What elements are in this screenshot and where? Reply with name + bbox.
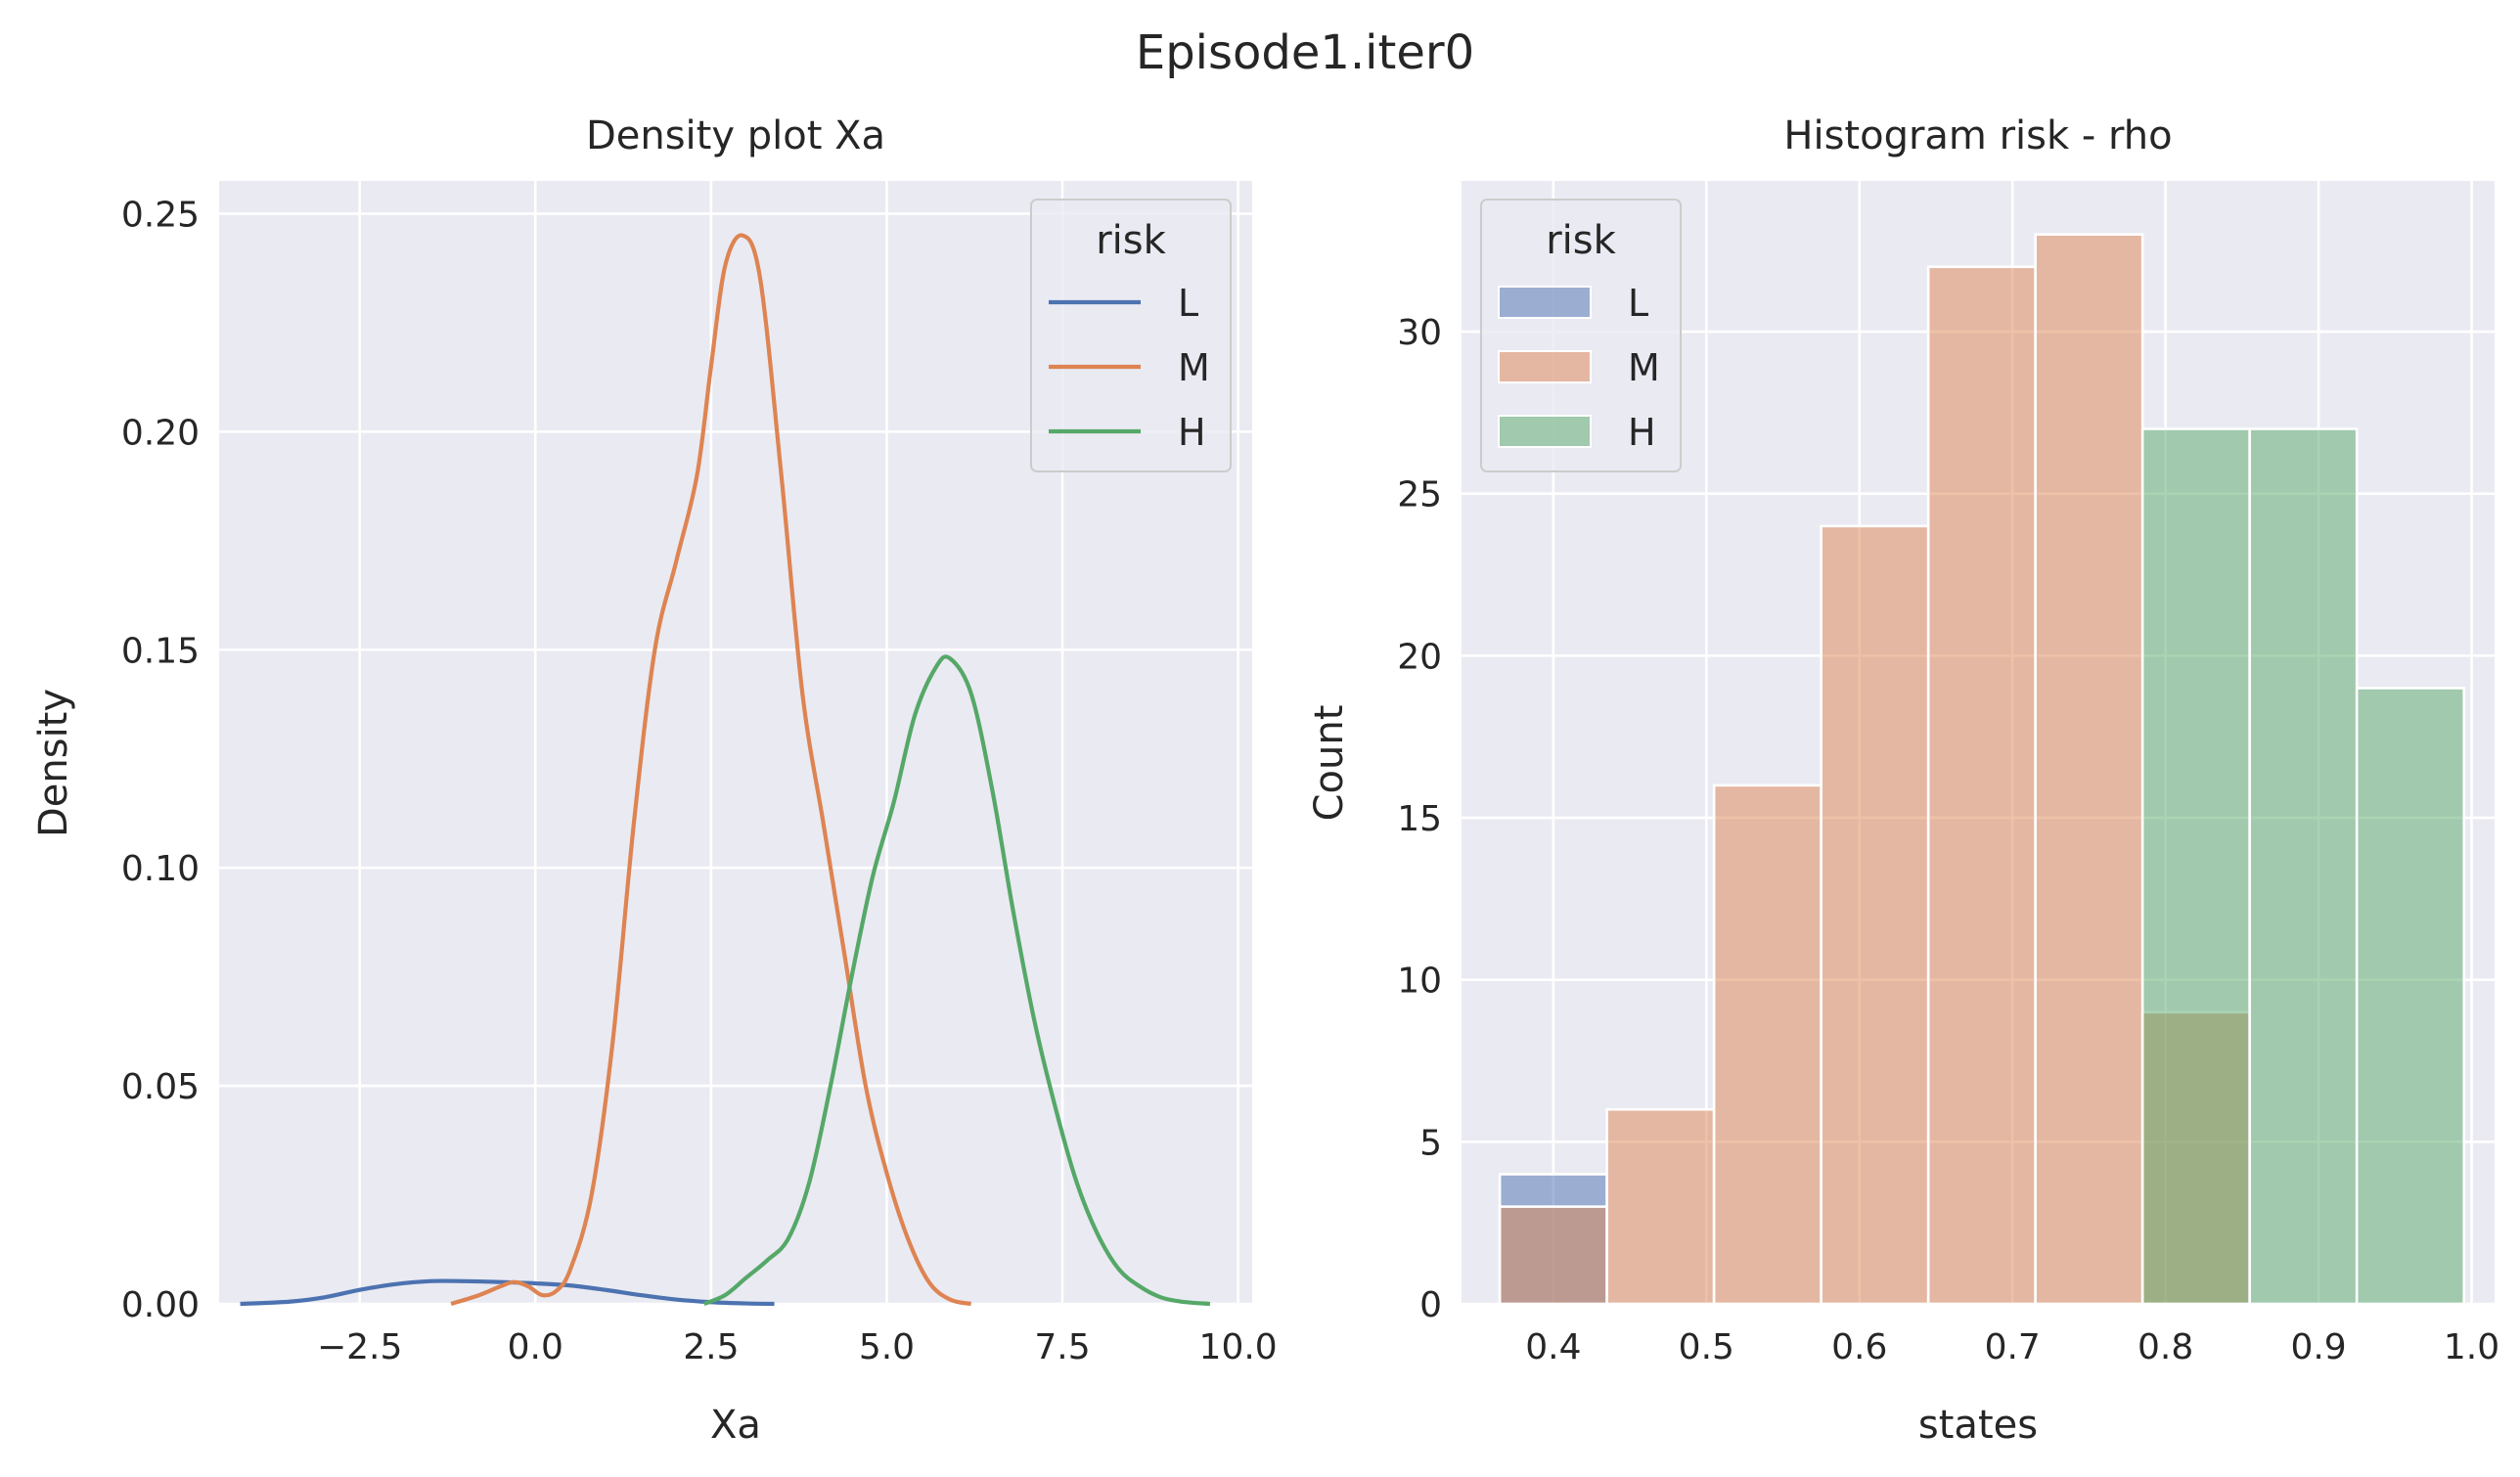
histogram-axes: Histogram risk - rho states Count [1307, 113, 2173, 1448]
density-axes: Density plot Xa Xa Density [31, 113, 885, 1448]
hist-bar-M [1820, 524, 1930, 1306]
plot-1: 0.4 0.5 0.6 0.7 0.8 0.9 1.0 0 5 10 15 20 25 30 risk LMH [1397, 181, 2499, 1367]
legend-label: H [1178, 411, 1206, 454]
density-line-H [702, 654, 1211, 1307]
histogram-xlabel: states [1918, 1403, 2038, 1448]
hist-bar-M [1605, 1107, 1716, 1306]
density-legend[interactable]: risk LMH [1030, 199, 1232, 472]
plot-0: −2.5 0.0 2.5 5.0 7.5 10.0 0.00 0.05 0.10 0.15 0.20… [121, 181, 1278, 1367]
y-tick-label: 15 [1397, 799, 1442, 839]
density-xlabel: Xa [710, 1403, 761, 1448]
legend-swatch-H [1498, 415, 1592, 448]
x-tick-label: 5.0 [859, 1327, 915, 1367]
x-tick-label: 0.0 [508, 1327, 563, 1367]
hist-bar-M [1712, 783, 1822, 1306]
hist-bar-M [1926, 265, 2037, 1306]
y-tick-label: 0.00 [121, 1285, 200, 1325]
y-tick-label: 25 [1397, 475, 1442, 515]
hist-bar-H [2140, 427, 2251, 1306]
density-line-M [450, 233, 972, 1307]
legend-label: M [1628, 346, 1660, 389]
histogram-ylabel: Count [1307, 705, 1352, 822]
figure-title: Episode1.iter0 [1136, 25, 1474, 80]
y-tick-label: 10 [1397, 962, 1442, 1002]
y-tick-label: 0.20 [121, 413, 200, 453]
x-tick-label: 0.5 [1679, 1327, 1734, 1367]
x-tick-label: 0.6 [1831, 1327, 1887, 1367]
density-title: Density plot Xa [586, 113, 885, 158]
legend-title: risk [1546, 218, 1616, 263]
y-tick-label: 0 [1419, 1285, 1442, 1325]
x-tick-label: 0.7 [1985, 1327, 2041, 1367]
density-lines [240, 233, 1211, 1307]
x-tick-label: 1.0 [2444, 1327, 2499, 1367]
x-tick-label: 10.0 [1199, 1327, 1278, 1367]
legend-swatch-M [1498, 350, 1592, 383]
x-tick-label: 0.9 [2290, 1327, 2346, 1367]
legend-label: M [1178, 346, 1210, 389]
hist-bar-M [1498, 1205, 1608, 1306]
hist-bar-H [2355, 687, 2466, 1306]
legend-box [1480, 199, 1682, 472]
x-tick-label: 7.5 [1034, 1327, 1090, 1367]
y-tick-label: 0.05 [121, 1067, 200, 1107]
histogram-bars [1498, 233, 2466, 1306]
density-ylabel: Density [31, 689, 76, 837]
y-tick-label: 30 [1397, 313, 1442, 353]
x-tick-label: 0.4 [1525, 1327, 1581, 1367]
x-tick-label: −2.5 [317, 1327, 402, 1367]
hist-bar-M [2034, 233, 2144, 1306]
legend-swatch-L [1498, 286, 1592, 319]
hist-bar-H [2248, 427, 2359, 1306]
y-tick-label: 0.10 [121, 849, 200, 889]
histogram-legend[interactable]: risk LMH [1480, 199, 1682, 472]
legend-box [1030, 199, 1232, 472]
y-tick-label: 0.25 [121, 195, 200, 235]
legend-label: L [1628, 282, 1648, 325]
x-tick-label: 2.5 [683, 1327, 739, 1367]
legend-title: risk [1096, 218, 1166, 263]
histogram-title: Histogram risk - rho [1783, 113, 2172, 158]
y-tick-label: 5 [1419, 1123, 1442, 1163]
legend-label: L [1178, 282, 1198, 325]
legend-label: H [1628, 411, 1656, 454]
x-tick-label: 0.8 [2138, 1327, 2193, 1367]
y-tick-label: 20 [1397, 637, 1442, 677]
y-tick-label: 0.15 [121, 631, 200, 671]
